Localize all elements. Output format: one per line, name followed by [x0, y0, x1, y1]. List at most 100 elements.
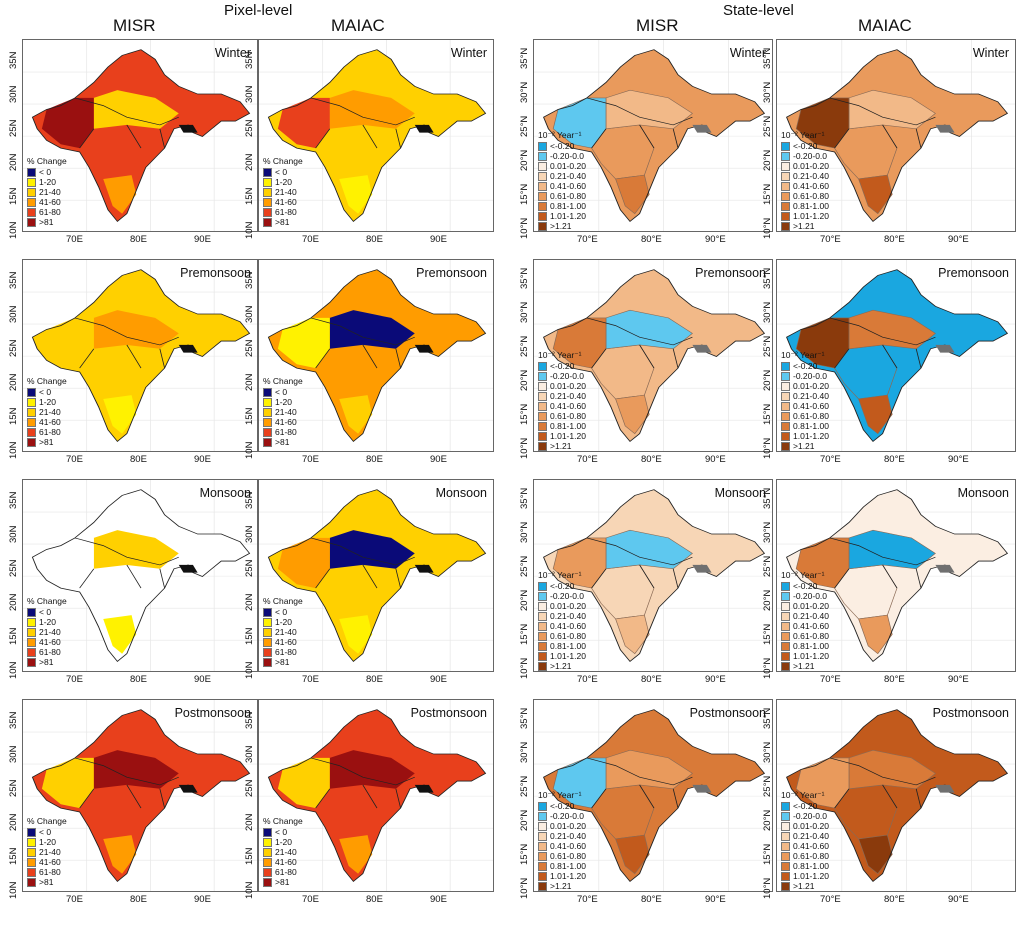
latitude-tick-label: 15°N: [519, 623, 530, 645]
legend-label: <-0.20: [793, 141, 818, 151]
longitude-tick-label: 90°E: [705, 894, 726, 905]
legend-swatch: [538, 161, 547, 171]
map-region: [93, 530, 179, 569]
latitude-tick-label: 35N: [8, 491, 19, 509]
country-borders: [586, 97, 693, 149]
legend-label: 1.01-1.20: [793, 431, 829, 441]
legend-label: 0.81-1.00: [550, 861, 586, 871]
legend-label: 0.21-0.40: [793, 391, 829, 401]
latitude-tick-label: 10°N: [762, 877, 773, 899]
legend-item: 1.01-1.20: [781, 431, 829, 441]
legend-label: 0.81-1.00: [550, 201, 586, 211]
legend-label: 61-80: [275, 427, 297, 437]
legend-swatch: [27, 857, 36, 867]
legend-swatch: [781, 401, 790, 411]
legend-title: % Change: [27, 156, 67, 166]
latitude-tick-label: 20N: [8, 813, 19, 831]
legend-title: 10⁻² Year⁻¹: [781, 570, 825, 580]
legend-item: <-0.20: [781, 581, 829, 591]
map-land-fill: [786, 49, 1008, 222]
legend-swatch: [781, 221, 790, 231]
season-label: Winter: [972, 46, 1009, 60]
south-asia-map: [534, 480, 772, 671]
latitude-tick-label: 15°N: [762, 623, 773, 645]
legend-swatch: [27, 197, 36, 207]
longitude-tick-label: 90E: [194, 674, 211, 685]
longitude-tick-label: 90E: [194, 234, 211, 245]
delta-mask: [935, 124, 955, 133]
latitude-tick-label: 25N: [244, 779, 255, 797]
percent-change-legend: % Change < 0 1-20 21-40 41-60 61-80 >81: [27, 816, 67, 887]
map-region: [315, 564, 377, 619]
legend-label: 61-80: [275, 867, 297, 877]
legend-label: 0.61-0.80: [550, 851, 586, 861]
legend-label: -0.20-0.0: [793, 151, 828, 161]
legend-swatch: [538, 211, 547, 221]
legend-swatch: [538, 441, 547, 451]
map-panel-pixel-maiac-postmonsoon: Postmonsoon % Change < 0 1-20 21-40 41-60 61-8…: [244, 699, 494, 906]
legend-item: 0.61-0.80: [538, 191, 586, 201]
legend-swatch: [27, 827, 36, 837]
state-level-title: State-level: [723, 2, 794, 19]
latitude-tick-label: 20N: [244, 153, 255, 171]
legend-label: >1.21: [550, 881, 572, 891]
coastline: [543, 709, 766, 883]
legend-title: 10⁻² Year⁻¹: [538, 790, 582, 800]
latitude-tick-label: 15N: [244, 407, 255, 425]
map-land-fill: [543, 489, 765, 662]
longitude-tick-label: 70°E: [577, 674, 598, 685]
map-land-fill: [268, 709, 486, 882]
legend-swatch: [263, 627, 272, 637]
longitude-tick-label: 70E: [302, 454, 319, 465]
legend-item: -0.20-0.0: [538, 151, 586, 161]
delta-mask: [692, 564, 712, 573]
latitude-tick-label: 25N: [244, 119, 255, 137]
map-panel-state-maiac-monsoon: Monsoon 10⁻² Year⁻¹ <-0.20 -0.20-0.0 0.01-0.…: [762, 479, 1016, 686]
legend-label: 21-40: [275, 407, 297, 417]
latitude-tick-label: 35N: [244, 491, 255, 509]
legend-label: 0.61-0.80: [550, 631, 586, 641]
legend-item: <-0.20: [781, 801, 829, 811]
longitude-tick-label: 70E: [66, 894, 83, 905]
legend-item: 61-80: [263, 207, 303, 217]
legend-item: 1.01-1.20: [781, 871, 829, 881]
delta-mask: [935, 344, 955, 353]
legend-label: >1.21: [793, 221, 815, 231]
longitude-tick-label: 80°E: [884, 674, 905, 685]
latitude-tick-label: 20N: [244, 593, 255, 611]
legend-swatch: [781, 821, 790, 831]
latitude-tick-label: 35°N: [519, 487, 530, 509]
legend-swatch: [263, 187, 272, 197]
longitude-tick-label: 90°E: [705, 674, 726, 685]
season-label: Premonsoon: [938, 266, 1009, 280]
latitude-tick-label: 15N: [8, 627, 19, 645]
longitude-tick-label: 90°E: [948, 454, 969, 465]
percent-change-legend: % Change < 0 1-20 21-40 41-60 61-80 >81: [27, 156, 67, 227]
legend-swatch: [781, 181, 790, 191]
legend-swatch: [263, 437, 272, 447]
latitude-tick-label: 35N: [244, 271, 255, 289]
legend-item: < 0: [263, 607, 303, 617]
legend-label: 0.41-0.60: [550, 841, 586, 851]
longitude-tick-label: 90E: [194, 894, 211, 905]
delta-mask: [414, 344, 434, 353]
legend-item: 0.61-0.80: [538, 851, 586, 861]
map-land-fill: [268, 269, 486, 442]
latitude-tick-label: 25°N: [762, 555, 773, 577]
legend-item: >81: [27, 437, 67, 447]
legend-swatch: [538, 171, 547, 181]
legend-item: 0.21-0.40: [538, 391, 586, 401]
map-region: [339, 835, 373, 874]
map-land-fill: [32, 489, 250, 662]
latitude-tick-label: 25N: [8, 559, 19, 577]
legend-label: 1-20: [275, 397, 293, 407]
legend-swatch: [781, 361, 790, 371]
legend-label: <-0.20: [550, 361, 575, 371]
coastline: [786, 489, 1009, 663]
legend-item: -0.20-0.0: [781, 811, 829, 821]
legend-label: 0.81-1.00: [793, 201, 829, 211]
trend-legend: 10⁻² Year⁻¹ <-0.20 -0.20-0.0 0.01-0.20 0.21-…: [781, 350, 829, 451]
delta-mask: [692, 784, 712, 793]
latitude-tick-label: 35N: [244, 711, 255, 729]
latitude-tick-label: 35N: [8, 51, 19, 69]
